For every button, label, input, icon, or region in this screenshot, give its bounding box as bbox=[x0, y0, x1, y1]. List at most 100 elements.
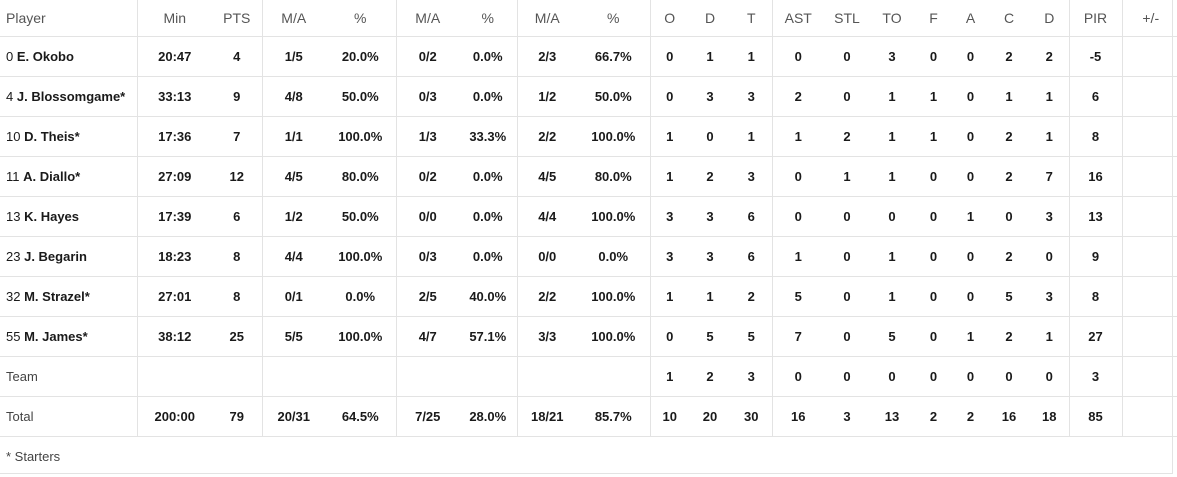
player-row[interactable]: 23 J. Begarin 18:23 8 4/4 100.0% 0/3 0.0% 0/0 0.… bbox=[0, 236, 1177, 277]
player-row[interactable]: 10 D. Theis* 17:36 7 1/1 100.0% 1/3 33.3% 2/2 10… bbox=[0, 116, 1177, 157]
header-ast[interactable]: AST bbox=[771, 0, 824, 37]
tot-reb-cell: 6 bbox=[731, 236, 772, 277]
header-fouls-drawn-c[interactable]: C bbox=[988, 0, 1030, 37]
blocks-against-cell: 0 bbox=[953, 76, 988, 117]
header-player[interactable]: Player bbox=[0, 0, 137, 37]
player-row[interactable]: 32 M. Strazel* 27:01 8 0/1 0.0% 2/5 40.0% 2/2 10… bbox=[0, 276, 1177, 317]
header-to[interactable]: TO bbox=[870, 0, 914, 37]
ast-cell: 2 bbox=[771, 76, 824, 117]
header-fouls-committed[interactable]: F bbox=[914, 0, 953, 37]
player-row[interactable]: 4 J. Blossomgame* 33:13 9 4/8 50.0% 0/3 0.0% 1/… bbox=[0, 76, 1177, 117]
fouls-cell: 0 bbox=[914, 36, 953, 77]
header-3pt-ma[interactable]: M/A bbox=[395, 0, 459, 37]
header-plus-minus[interactable]: +/- bbox=[1121, 0, 1177, 37]
ast-cell: 1 bbox=[771, 116, 824, 157]
header-ft-ma[interactable]: M/A bbox=[516, 0, 577, 37]
player-cell[interactable]: 32 M. Strazel* bbox=[0, 276, 137, 317]
ft-pct-cell: 100.0% bbox=[577, 196, 650, 237]
min-cell: 38:12 bbox=[136, 316, 212, 357]
pts-cell: 6 bbox=[212, 196, 262, 237]
ft-made-att-cell bbox=[516, 356, 577, 397]
player-number: 10 bbox=[6, 129, 21, 144]
player-cell[interactable]: 55 M. James* bbox=[0, 316, 137, 357]
header-tot-reb[interactable]: T bbox=[731, 0, 772, 37]
player-number: 11 bbox=[6, 169, 20, 184]
header-fouls-drawn-d[interactable]: D bbox=[1030, 0, 1069, 37]
plus-minus-cell bbox=[1121, 76, 1177, 117]
tot-reb-cell: 3 bbox=[731, 156, 772, 197]
player-number: 23 bbox=[6, 249, 21, 264]
to-cell: 1 bbox=[870, 276, 914, 317]
header-ft-pct[interactable]: % bbox=[577, 0, 650, 37]
pir-cell: 85 bbox=[1068, 396, 1122, 437]
plus-minus-cell bbox=[1121, 356, 1177, 397]
player-name-link[interactable]: E. Okobo bbox=[16, 49, 74, 64]
off-reb-cell: 1 bbox=[649, 276, 689, 317]
player-row[interactable]: 11 A. Diallo* 27:09 12 4/5 80.0% 0/2 0.0% 4/5 80… bbox=[0, 156, 1177, 197]
player-name-link[interactable]: J. Blossomgame* bbox=[16, 89, 126, 104]
two-pt-made-att-cell: 4/4 bbox=[261, 236, 325, 277]
ft-pct-cell: 100.0% bbox=[577, 276, 650, 317]
player-name-link[interactable]: M. Strazel* bbox=[24, 289, 90, 304]
two-pt-pct-cell: 64.5% bbox=[325, 396, 396, 437]
three-pt-pct-cell: 28.0% bbox=[459, 396, 517, 437]
total-label: Total bbox=[0, 396, 137, 437]
total-row: Total 200:00 79 20/31 64.5% 7/25 28.0% 18/21 85.… bbox=[0, 396, 1177, 437]
player-cell[interactable]: 4 J. Blossomgame* bbox=[0, 76, 137, 117]
player-name-link[interactable]: M. James* bbox=[24, 329, 88, 344]
player-name-link[interactable]: K. Hayes bbox=[24, 209, 80, 224]
header-3pt-pct[interactable]: % bbox=[459, 0, 517, 37]
off-reb-cell: 3 bbox=[649, 196, 689, 237]
ft-made-att-cell: 2/2 bbox=[516, 116, 577, 157]
ft-made-att-cell: 4/4 bbox=[516, 196, 577, 237]
header-blocks-against[interactable]: A bbox=[953, 0, 988, 37]
player-number: 0 bbox=[6, 49, 14, 64]
three-pt-made-att-cell bbox=[395, 356, 459, 397]
player-cell[interactable]: 10 D. Theis* bbox=[0, 116, 137, 157]
to-cell: 0 bbox=[870, 356, 914, 397]
plus-minus-cell bbox=[1121, 116, 1177, 157]
two-pt-pct-cell: 100.0% bbox=[325, 236, 396, 277]
header-stl[interactable]: STL bbox=[824, 0, 870, 37]
header-2pt-pct[interactable]: % bbox=[325, 0, 396, 37]
header-2pt-ma[interactable]: M/A bbox=[261, 0, 325, 37]
player-name-link[interactable]: A. Diallo* bbox=[23, 169, 81, 184]
player-row[interactable]: 55 M. James* 38:12 25 5/5 100.0% 4/7 57.1% 3/3 1… bbox=[0, 316, 1177, 357]
team-row: Team 1 2 3 0 0 0 0 0 0 0 3 bbox=[0, 356, 1177, 397]
off-reb-cell: 0 bbox=[649, 316, 689, 357]
player-row[interactable]: 13 K. Hayes 17:39 6 1/2 50.0% 0/0 0.0% 4/4 100.0… bbox=[0, 196, 1177, 237]
three-pt-made-att-cell: 0/2 bbox=[395, 156, 459, 197]
header-def-reb[interactable]: D bbox=[689, 0, 731, 37]
two-pt-made-att-cell: 5/5 bbox=[261, 316, 325, 357]
header-pir[interactable]: PIR bbox=[1068, 0, 1122, 37]
plus-minus-cell bbox=[1121, 156, 1177, 197]
player-cell[interactable]: 11 A. Diallo* bbox=[0, 156, 137, 197]
player-name-link[interactable]: J. Begarin bbox=[24, 249, 87, 264]
header-pts[interactable]: PTS bbox=[212, 0, 262, 37]
header-off-reb[interactable]: O bbox=[649, 0, 689, 37]
three-pt-pct-cell: 33.3% bbox=[459, 116, 517, 157]
two-pt-made-att-cell: 1/2 bbox=[261, 196, 325, 237]
ft-pct-cell: 100.0% bbox=[577, 116, 650, 157]
header-min[interactable]: Min bbox=[136, 0, 212, 37]
c-cell: 1 bbox=[988, 76, 1030, 117]
pir-cell: 8 bbox=[1068, 276, 1122, 317]
min-cell: 33:13 bbox=[136, 76, 212, 117]
player-name-link[interactable]: D. Theis* bbox=[24, 129, 80, 144]
pts-cell: 7 bbox=[212, 116, 262, 157]
player-cell[interactable]: 0 E. Okobo bbox=[0, 36, 137, 77]
three-pt-pct-cell: 0.0% bbox=[459, 236, 517, 277]
ft-made-att-cell: 0/0 bbox=[516, 236, 577, 277]
player-cell[interactable]: 13 K. Hayes bbox=[0, 196, 137, 237]
off-reb-cell: 1 bbox=[649, 116, 689, 157]
two-pt-made-att-cell: 1/1 bbox=[261, 116, 325, 157]
ast-cell: 16 bbox=[771, 396, 824, 437]
stl-cell: 0 bbox=[824, 236, 870, 277]
min-cell: 27:01 bbox=[136, 276, 212, 317]
pir-cell: 6 bbox=[1068, 76, 1122, 117]
three-pt-made-att-cell: 2/5 bbox=[395, 276, 459, 317]
player-row[interactable]: 0 E. Okobo 20:47 4 1/5 20.0% 0/2 0.0% 2/3 66.7% 0… bbox=[0, 36, 1177, 77]
two-pt-made-att-cell bbox=[261, 356, 325, 397]
player-cell[interactable]: 23 J. Begarin bbox=[0, 236, 137, 277]
